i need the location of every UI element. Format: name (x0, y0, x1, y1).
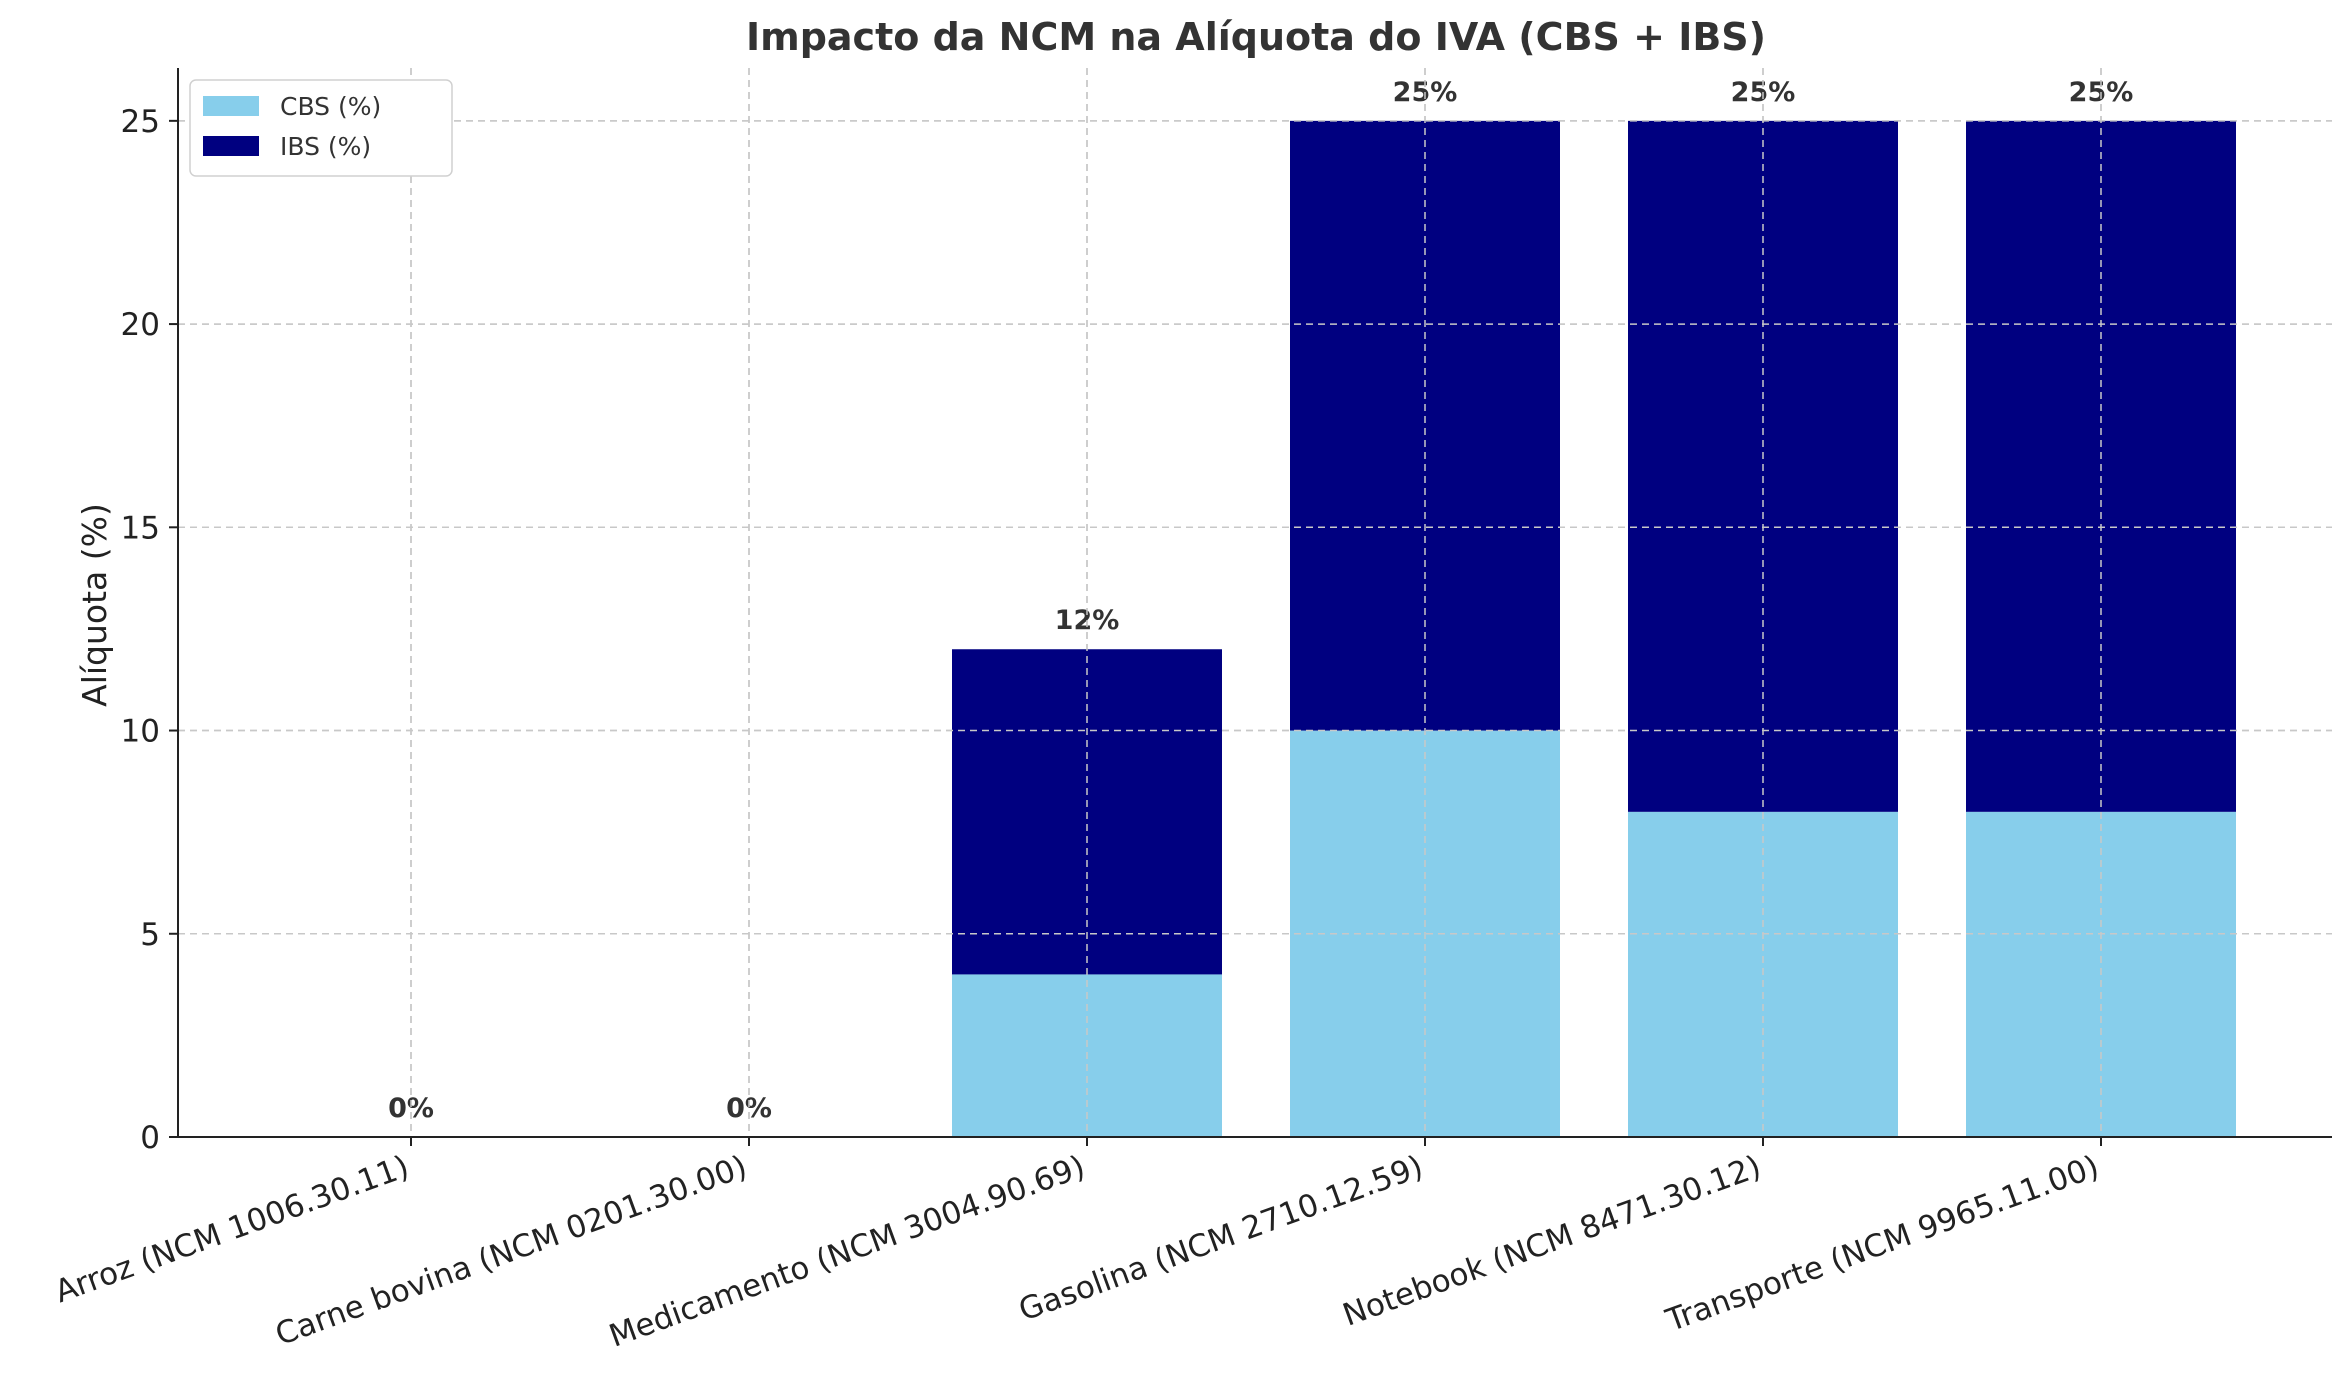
y-tick-label: 5 (140, 917, 160, 953)
y-tick-labels: 0 5 10 15 20 25 (121, 104, 178, 1156)
legend-label: CBS (%) (280, 92, 381, 121)
total-labels: 0% 0%12%25% 25% 25% (178, 68, 2332, 1137)
y-tick-label: 25 (121, 104, 160, 140)
legend-swatch (203, 136, 259, 156)
y-tick-label: 15 (121, 510, 160, 546)
total-label: 0% (388, 1093, 434, 1124)
legend: CBS (%) IBS (%) (189, 79, 453, 177)
x-tick-labels: Arroz (NCM 1006.30.11)Carne bovina (NCM … (50, 1137, 2104, 1355)
legend-swatch (203, 96, 259, 116)
chart-title: Impacto da NCM na Alíquota do IVA (CBS +… (746, 15, 1766, 59)
axes (177, 68, 2332, 1138)
total-label: 0% (726, 1093, 772, 1124)
y-axis-label: Alíquota (%) (75, 503, 114, 707)
y-tick-label: 20 (121, 307, 160, 343)
bar-ibs (1290, 120, 1560, 731)
bars (952, 120, 2236, 1137)
y-tick-label: 0 (140, 1120, 160, 1156)
legend-label: IBS (%) (280, 132, 371, 161)
y-tick-label: 10 (121, 714, 160, 750)
